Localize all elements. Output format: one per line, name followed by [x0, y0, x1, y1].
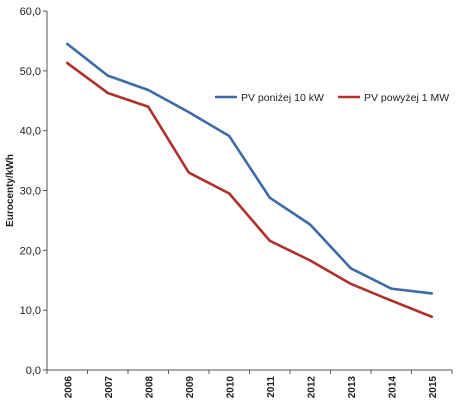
x-tick-label: 2011 — [266, 376, 277, 398]
legend: PV poniżej 10 kW PV powyżej 1 MW — [215, 92, 449, 104]
x-axis-ticks: 2006 2007 2008 2009 2010 2011 2012 2013 2014 2015 — [47, 370, 452, 398]
x-tick-label: 2014 — [387, 376, 398, 399]
x-tick-label: 2013 — [347, 376, 358, 399]
series-line-1 — [67, 44, 432, 294]
x-tick-label: 2009 — [185, 376, 196, 399]
legend-label-1: PV poniżej 10 kW — [241, 92, 324, 104]
x-tick-label: 2012 — [306, 376, 317, 399]
y-tick-label: 30,0 — [20, 186, 41, 198]
x-tick-label: 2007 — [104, 376, 115, 399]
axes — [47, 11, 452, 370]
x-tick-label: 2015 — [428, 376, 439, 399]
y-tick-label: 50,0 — [20, 66, 41, 78]
y-axis-ticks: 0,0 10,0 20,0 30,0 40,0 50,0 60,0 — [20, 6, 47, 377]
y-axis-label: Eurocenty/kWh — [5, 154, 16, 227]
y-tick-label: 40,0 — [20, 126, 41, 138]
y-tick-label: 20,0 — [20, 245, 41, 257]
y-tick-label: 60,0 — [20, 6, 41, 18]
legend-label-2: PV powyżej 1 MW — [364, 92, 449, 104]
series-lines — [67, 44, 432, 317]
x-tick-label: 2010 — [225, 376, 236, 399]
x-tick-label: 2008 — [144, 376, 155, 399]
y-tick-label: 0,0 — [26, 365, 41, 377]
y-tick-label: 10,0 — [20, 305, 41, 317]
x-tick-label: 2006 — [63, 376, 74, 399]
